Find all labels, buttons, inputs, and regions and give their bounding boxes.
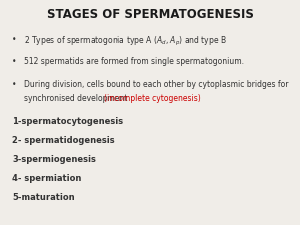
Text: (incomplete cytogenesis): (incomplete cytogenesis): [104, 94, 201, 103]
Text: 5-maturation: 5-maturation: [12, 194, 75, 202]
Text: 512 spermatids are formed from single spermatogonium.: 512 spermatids are formed from single sp…: [24, 57, 244, 66]
Text: •: •: [12, 57, 16, 66]
Text: 1-spermatocytogenesis: 1-spermatocytogenesis: [12, 117, 123, 126]
Text: •: •: [12, 35, 16, 44]
Text: •: •: [12, 80, 16, 89]
Text: 2 Types of spermatogonia type A ($A_d$, $A_p$) and type B: 2 Types of spermatogonia type A ($A_d$, …: [24, 35, 227, 48]
Text: 2- spermatidogenesis: 2- spermatidogenesis: [12, 136, 115, 145]
Text: synchronised development: synchronised development: [24, 94, 130, 103]
Text: During division, cells bound to each other by cytoplasmic bridges for: During division, cells bound to each oth…: [24, 80, 289, 89]
Text: STAGES OF SPERMATOGENESIS: STAGES OF SPERMATOGENESIS: [46, 8, 253, 21]
Text: 4- spermiation: 4- spermiation: [12, 174, 81, 183]
Text: 3-spermiogenesis: 3-spermiogenesis: [12, 155, 96, 164]
